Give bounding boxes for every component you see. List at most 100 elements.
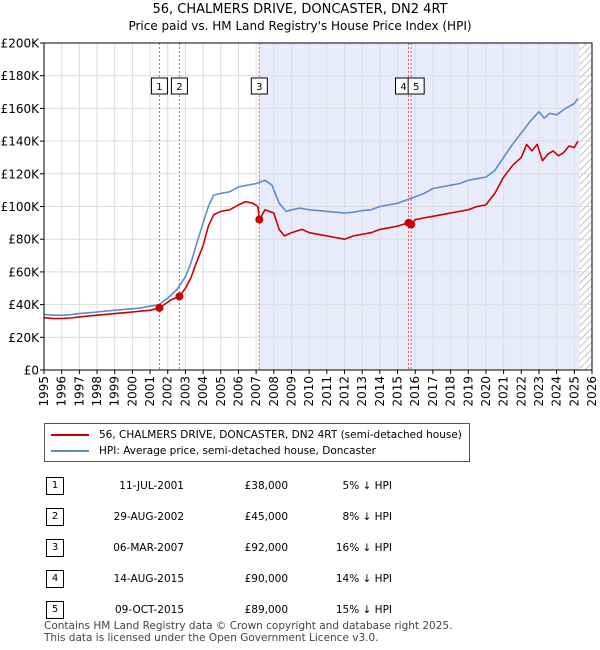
sale-badge-label: 2 bbox=[176, 82, 182, 93]
legend-item-property: 56, CHALMERS DRIVE, DONCASTER, DN2 4RT (… bbox=[51, 427, 462, 443]
sale-badge-label: 1 bbox=[156, 82, 162, 93]
y-tick-label: £200K bbox=[1, 37, 41, 51]
x-tick-label: 2005 bbox=[214, 376, 228, 407]
sale-hpi-diff: 16% ↓ HPI bbox=[335, 541, 392, 554]
x-tick-label: 2007 bbox=[249, 376, 263, 407]
y-tick-label: £0 bbox=[24, 364, 39, 378]
sale-badge-box bbox=[250, 77, 268, 95]
sale-date-cell: 11-JUL-2001 bbox=[64, 470, 184, 501]
sale-dot-5 bbox=[407, 220, 416, 229]
sale-number-badge: 5 bbox=[46, 600, 64, 619]
sales-table: 1 11-JUL-2001 £38,000 5% ↓ HPI 2 29-AUG-2002 £… bbox=[40, 470, 392, 625]
x-tick-label: 2022 bbox=[514, 376, 528, 407]
x-tick-label: 2013 bbox=[355, 376, 369, 407]
x-tick-label: 2011 bbox=[320, 376, 334, 407]
y-tick-label: £140K bbox=[1, 135, 41, 149]
sales-row: 3 06-MAR-2007 £92,000 16% ↓ HPI bbox=[40, 532, 392, 563]
legend-swatch-property bbox=[51, 434, 89, 436]
sale-hpi-diff: 15% ↓ HPI bbox=[335, 603, 392, 616]
sale-number-badge-cell: 3 bbox=[40, 532, 64, 563]
y-tick-label: £120K bbox=[1, 167, 41, 181]
x-tick-label: 1997 bbox=[72, 376, 86, 407]
legend-swatch-hpi bbox=[51, 450, 89, 452]
sale-date-cell: 14-AUG-2015 bbox=[64, 563, 184, 594]
sale-number-badge-cell: 5 bbox=[40, 594, 64, 625]
sale-price: £92,000 bbox=[244, 541, 288, 554]
sale-badge-3: 3 bbox=[250, 77, 268, 95]
sale-date: 11-JUL-2001 bbox=[119, 479, 184, 492]
x-tick-label: 2000 bbox=[125, 376, 139, 407]
y-tick-label: £60K bbox=[8, 265, 40, 279]
x-tick-label: 2020 bbox=[479, 376, 493, 407]
sale-hpi-diff-cell: 5% ↓ HPI bbox=[288, 470, 392, 501]
sale-hpi-diff-cell: 8% ↓ HPI bbox=[288, 501, 392, 532]
y-tick-label: £180K bbox=[1, 69, 41, 83]
sale-price: £38,000 bbox=[244, 479, 288, 492]
y-tick-label: £20K bbox=[8, 331, 40, 345]
x-tick-label: 2025 bbox=[567, 376, 581, 407]
sale-hpi-diff: 8% ↓ HPI bbox=[342, 510, 392, 523]
sale-dot-2 bbox=[175, 292, 184, 301]
x-tick-label: 2009 bbox=[284, 376, 298, 407]
x-tick-label: 2001 bbox=[143, 376, 157, 407]
x-tick-label: 2016 bbox=[408, 376, 422, 407]
sale-price: £45,000 bbox=[244, 510, 288, 523]
sale-badge-box bbox=[407, 77, 425, 95]
sale-dot-3 bbox=[255, 215, 264, 224]
sale-price: £89,000 bbox=[244, 603, 288, 616]
sale-badge-box bbox=[170, 77, 188, 95]
sale-hpi-diff: 14% ↓ HPI bbox=[335, 572, 392, 585]
x-tick-label: 2003 bbox=[178, 376, 192, 407]
sale-hpi-diff-cell: 14% ↓ HPI bbox=[288, 563, 392, 594]
series-line-hpi bbox=[43, 98, 579, 317]
x-tick-label: 2023 bbox=[532, 376, 546, 407]
sale-price-cell: £89,000 bbox=[184, 594, 288, 625]
sale-date: 29-AUG-2002 bbox=[113, 510, 184, 523]
sales-row: 2 29-AUG-2002 £45,000 8% ↓ HPI bbox=[40, 501, 392, 532]
sale-number-badge-cell: 1 bbox=[40, 470, 64, 501]
sale-badge-label: 4 bbox=[400, 82, 406, 93]
chart-legend: 56, CHALMERS DRIVE, DONCASTER, DN2 4RT (… bbox=[44, 423, 470, 462]
sale-hpi-diff-cell: 16% ↓ HPI bbox=[288, 532, 392, 563]
sale-badge-4: 4 bbox=[395, 77, 413, 95]
y-tick-label: £40K bbox=[8, 298, 40, 312]
sale-price-cell: £45,000 bbox=[184, 501, 288, 532]
sale-number-badge: 1 bbox=[46, 476, 64, 495]
x-tick-label: 1996 bbox=[55, 376, 69, 407]
sale-number-badge: 3 bbox=[46, 538, 64, 557]
footer: Contains HM Land Registry data © Crown c… bbox=[44, 620, 452, 644]
series-line-property bbox=[43, 140, 579, 320]
legend-label-property: 56, CHALMERS DRIVE, DONCASTER, DN2 4RT (… bbox=[99, 429, 462, 441]
sales-row: 4 14-AUG-2015 £90,000 14% ↓ HPI bbox=[40, 563, 392, 594]
y-tick-label: £80K bbox=[8, 233, 40, 247]
x-tick-label: 2021 bbox=[497, 376, 511, 407]
sale-price-cell: £90,000 bbox=[184, 563, 288, 594]
sale-price-cell: £38,000 bbox=[184, 470, 288, 501]
sale-hpi-diff-cell: 15% ↓ HPI bbox=[288, 594, 392, 625]
sale-dot-1 bbox=[155, 303, 164, 312]
footer-copyright: Contains HM Land Registry data © Crown c… bbox=[44, 620, 453, 632]
sales-row: 5 09-OCT-2015 £89,000 15% ↓ HPI bbox=[40, 594, 392, 625]
x-tick-label: 2018 bbox=[444, 376, 458, 407]
y-tick-label: £160K bbox=[1, 102, 41, 116]
sale-number-badge: 2 bbox=[46, 507, 64, 526]
chart-title: 56, CHALMERS DRIVE, DONCASTER, DN2 4RT bbox=[152, 2, 448, 17]
sale-date-cell: 29-AUG-2002 bbox=[64, 501, 184, 532]
x-tick-label: 2014 bbox=[373, 376, 387, 407]
sale-date: 14-AUG-2015 bbox=[113, 572, 184, 585]
sale-badge-box bbox=[150, 77, 168, 95]
x-tick-label: 2019 bbox=[461, 376, 475, 407]
x-tick-label: 2006 bbox=[231, 376, 245, 407]
sale-badge-2: 2 bbox=[170, 77, 188, 95]
sale-price-cell: £92,000 bbox=[184, 532, 288, 563]
x-tick-label: 1999 bbox=[108, 376, 122, 407]
sale-hpi-diff: 5% ↓ HPI bbox=[342, 479, 392, 492]
sale-number-badge-cell: 4 bbox=[40, 563, 64, 594]
sale-badge-1: 1 bbox=[150, 77, 168, 95]
x-tick-label: 2010 bbox=[302, 376, 316, 407]
x-tick-label: 2026 bbox=[585, 376, 599, 407]
x-tick-label: 1995 bbox=[37, 376, 51, 407]
x-tick-label: 2012 bbox=[338, 376, 352, 407]
x-tick-label: 2015 bbox=[391, 376, 405, 407]
